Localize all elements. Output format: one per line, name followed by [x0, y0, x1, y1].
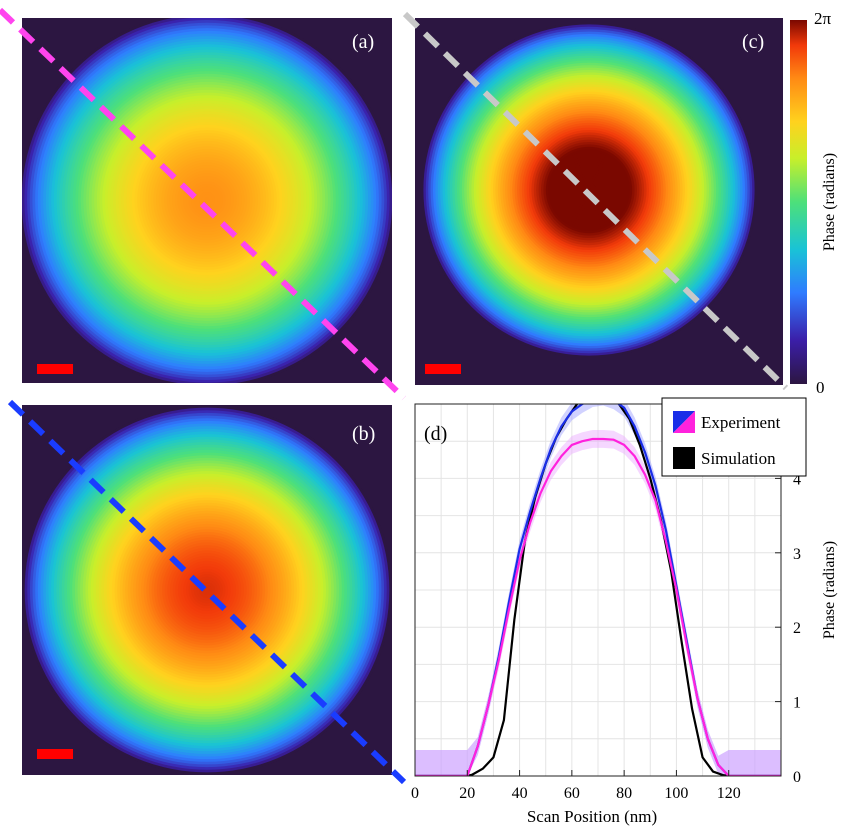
panel-a — [22, 18, 392, 383]
panel-c — [415, 18, 783, 385]
series-line-simulation — [415, 404, 781, 776]
panel-a-label: (a) — [352, 31, 374, 53]
y-tick-label: 2 — [793, 620, 801, 637]
legend-experiment-label: Experiment — [701, 413, 781, 432]
y-axis-ticks: 0 1 2 3 4 — [775, 471, 801, 786]
legend-simulation-swatch — [673, 447, 695, 469]
colorbar-max-label: 2π — [814, 9, 832, 28]
colorbar-label: Phase (radians) — [821, 153, 838, 251]
panel-c-scan-line — [402, 11, 789, 391]
panel-a-scan-line — [0, 7, 407, 401]
colorbar-min-label: 0 — [816, 378, 825, 397]
panel-d-chart: 0 20 40 60 80 100 120 0 1 2 3 4 (d) Scan Position … — [411, 397, 838, 826]
panel-c-scale-bar — [425, 364, 461, 374]
x-tick-label: 80 — [616, 785, 632, 802]
y-tick-label: 1 — [793, 695, 801, 712]
legend: Experiment Simulation — [661, 397, 807, 477]
panel-d-label: (d) — [424, 423, 447, 445]
panel-a-scale-bar — [37, 364, 73, 374]
legend-experiment-swatch-magenta — [673, 411, 695, 433]
y-tick-label: 0 — [793, 769, 801, 786]
phase-ring — [204, 197, 210, 203]
y-axis-label: Phase (radians) — [821, 541, 838, 639]
x-tick-label: 100 — [664, 785, 688, 802]
y-tick-label: 4 — [793, 471, 801, 488]
x-tick-label: 40 — [512, 785, 528, 802]
x-tick-label: 120 — [717, 785, 741, 802]
panel-c-label: (c) — [742, 31, 764, 53]
x-tick-label: 60 — [564, 785, 580, 802]
plot-frame — [414, 403, 782, 777]
panel-b-scan-line — [7, 399, 407, 785]
panel-b-scale-bar — [37, 749, 73, 759]
phase-ring — [204, 587, 210, 593]
x-tick-label: 20 — [459, 785, 475, 802]
series-line-experiment-magenta- — [415, 437, 781, 776]
panel-b-label: (b) — [352, 423, 375, 445]
y-tick-label: 3 — [793, 546, 801, 563]
x-axis-ticks: 0 20 40 60 80 100 120 — [411, 770, 741, 802]
legend-simulation-label: Simulation — [701, 449, 776, 468]
colorbar — [790, 20, 807, 384]
x-axis-label: Scan Position (nm) — [527, 807, 657, 826]
x-tick-label: 0 — [411, 785, 419, 802]
series-lines — [415, 404, 781, 776]
